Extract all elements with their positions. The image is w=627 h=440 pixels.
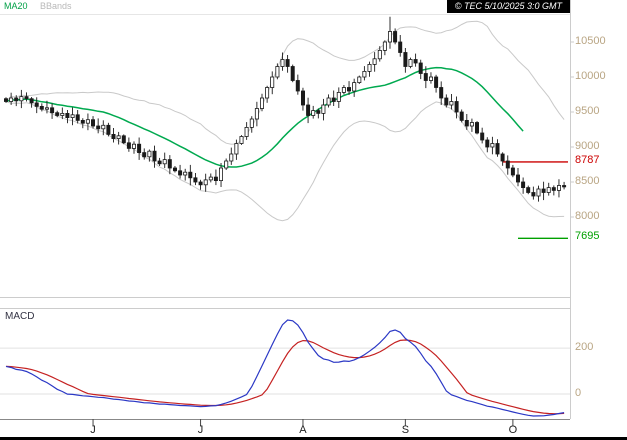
- bbands-legend-label: BBands: [40, 1, 72, 11]
- macd-axis-tick-label: 200: [575, 341, 594, 354]
- price-axis-tick-label: 9000: [575, 140, 600, 152]
- price-axis-tick-label: 8000: [575, 209, 600, 222]
- month-label: A: [299, 424, 307, 436]
- overlay-legend: MA20 BBands: [4, 2, 72, 11]
- price-axis-tick-label: 8500: [575, 175, 600, 187]
- month-label: O: [508, 424, 518, 436]
- macd-panel-label: MACD: [5, 311, 35, 322]
- month-label: J: [197, 424, 204, 436]
- month-label: S: [401, 424, 410, 436]
- price-axis-tick-label: 9500: [575, 105, 600, 117]
- price-axis-tick-label: 10000: [575, 70, 606, 82]
- support-level-label: 7695: [575, 230, 600, 243]
- copyright-banner: © TEC 5/10/2025 3:0 GMT: [446, 0, 570, 13]
- price-axis-tick-label: 10500: [575, 35, 606, 48]
- resistance-level-label: 8787: [575, 153, 600, 166]
- ma20-legend-label: MA20: [4, 1, 28, 11]
- macd-axis-tick-label: 0: [575, 387, 582, 399]
- month-label: J: [90, 424, 96, 436]
